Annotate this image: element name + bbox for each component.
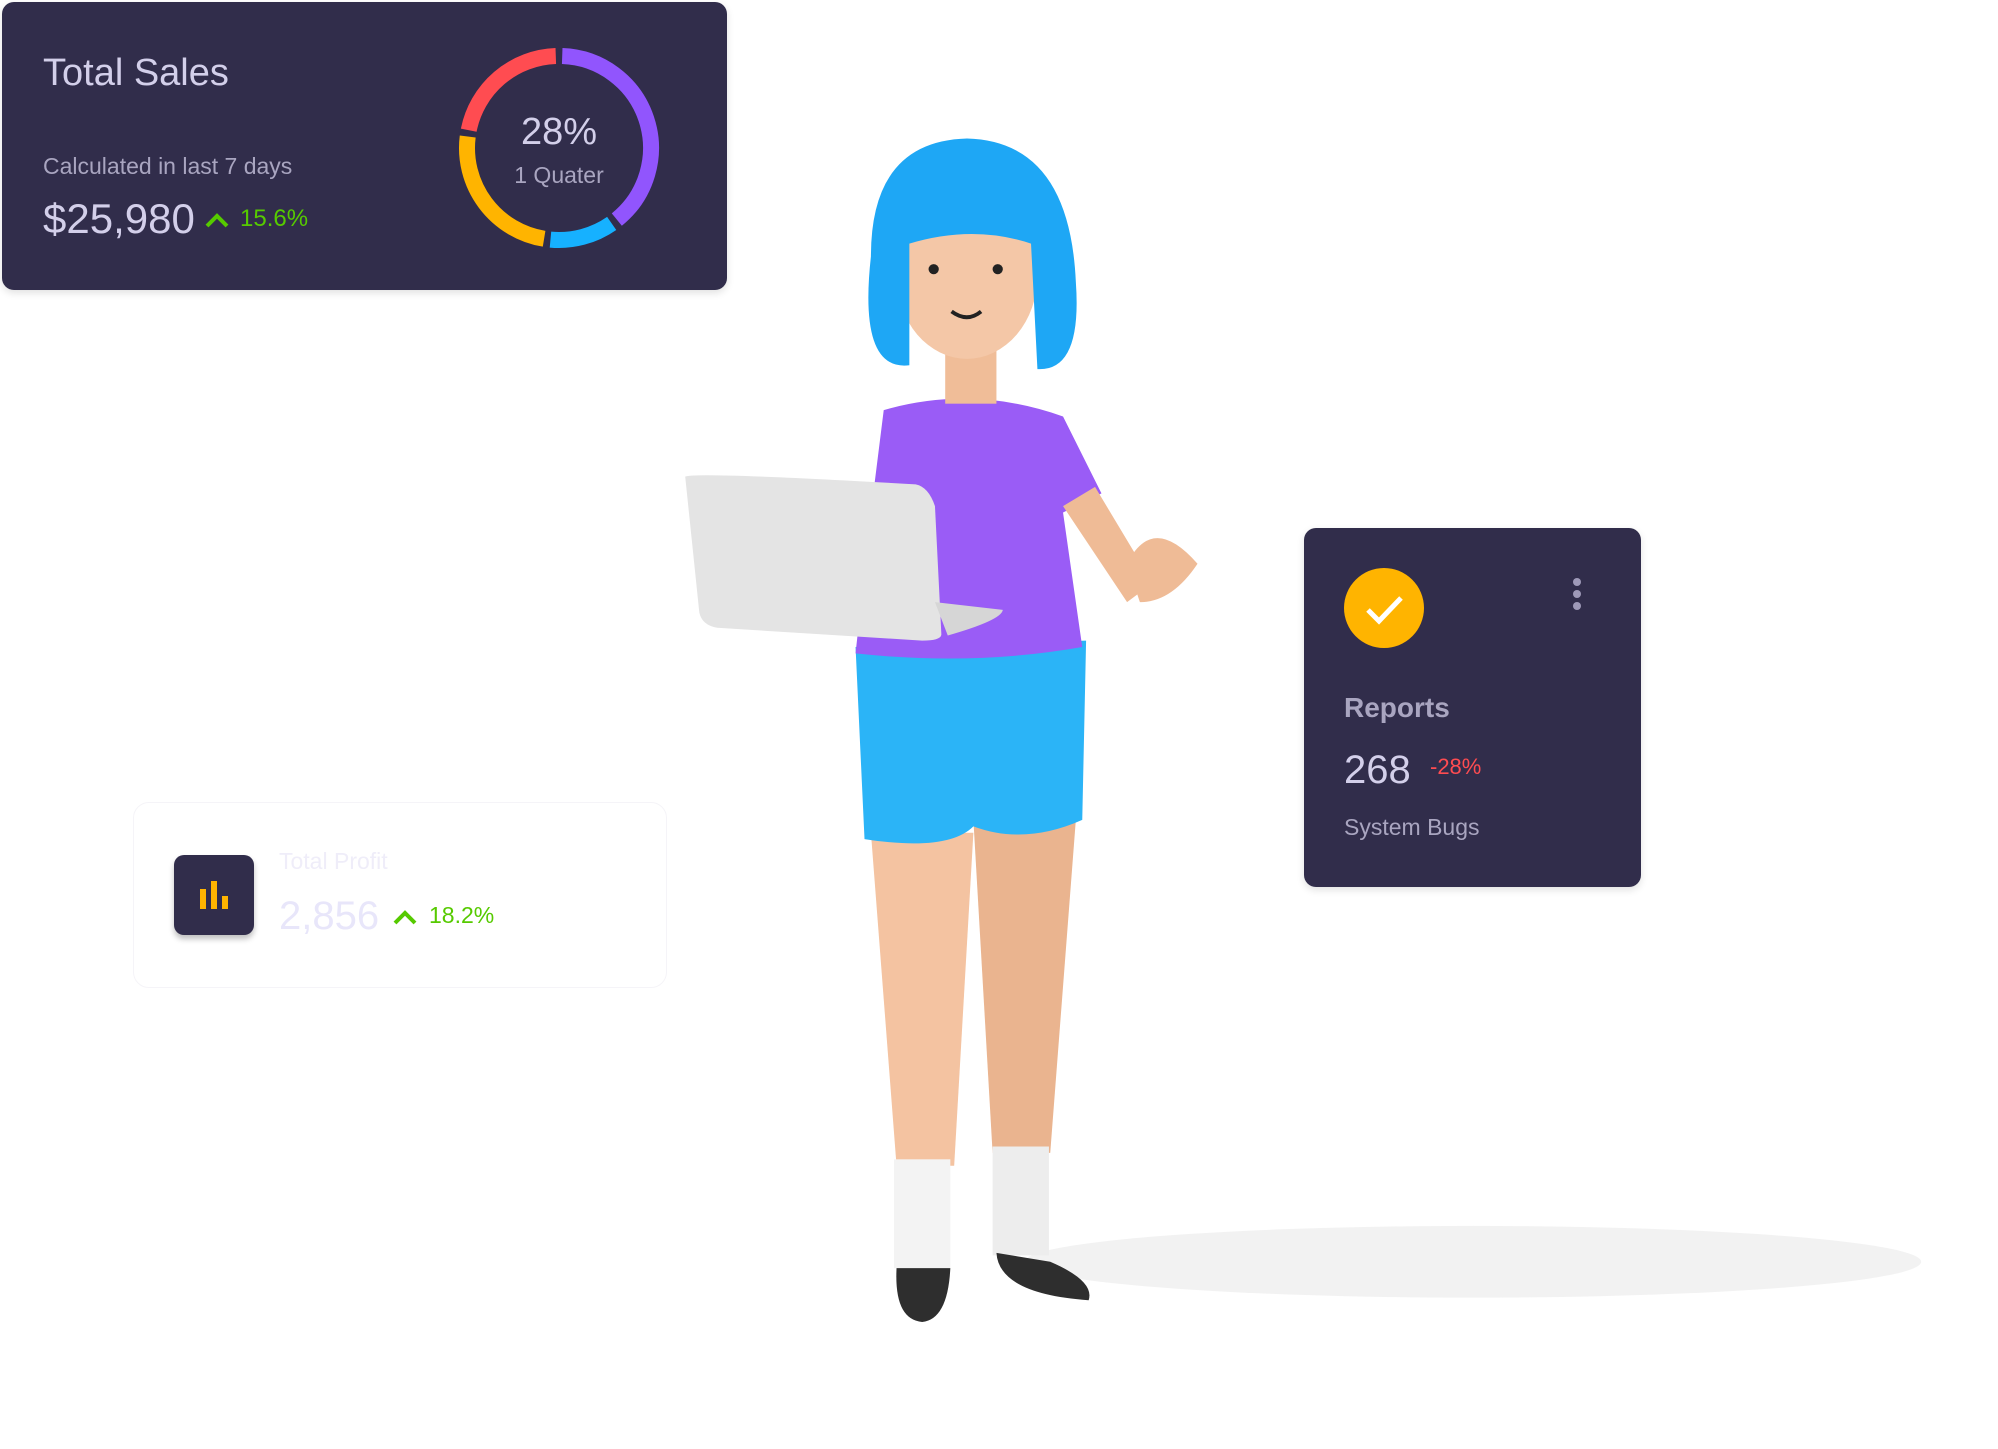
card-subtitle: Calculated in last 7 days (43, 153, 293, 179)
check-circle-icon (1344, 568, 1424, 648)
arrow-up-icon (393, 910, 417, 925)
card-title: Total Sales (43, 52, 229, 94)
reports-title: Reports (1344, 692, 1450, 723)
more-vertical-icon[interactable] (1568, 576, 1586, 616)
donut-segment-3 (460, 48, 557, 132)
total-sales-card: Total Sales Calculated in last 7 days $2… (2, 2, 727, 290)
total-profit-card: Total Profit 2,856 18.2% (133, 802, 667, 988)
shadow (1024, 1225, 1922, 1298)
profit-title: Total Profit (279, 848, 388, 874)
reports-label: System Bugs (1344, 814, 1480, 840)
reports-value: 268 (1344, 748, 1411, 792)
reports-change: -28% (1430, 754, 1482, 779)
donut-segment-2 (459, 135, 546, 247)
profit-change: 18.2% (429, 902, 495, 928)
donut-segment-1 (549, 216, 617, 248)
reports-card: Reports 268 -28% System Bugs (1304, 528, 1641, 887)
donut-center-label: 1 Quater (514, 162, 604, 188)
sales-amount: $25,980 (43, 195, 195, 242)
donut-center-value: 28% (520, 111, 598, 153)
profit-value: 2,856 (279, 894, 380, 938)
arrow-up-icon (205, 213, 229, 228)
donut-segment-0 (561, 48, 659, 226)
sales-donut-chart (459, 48, 659, 248)
bar-chart-icon (174, 855, 254, 935)
sales-change: 15.6% (240, 205, 309, 232)
